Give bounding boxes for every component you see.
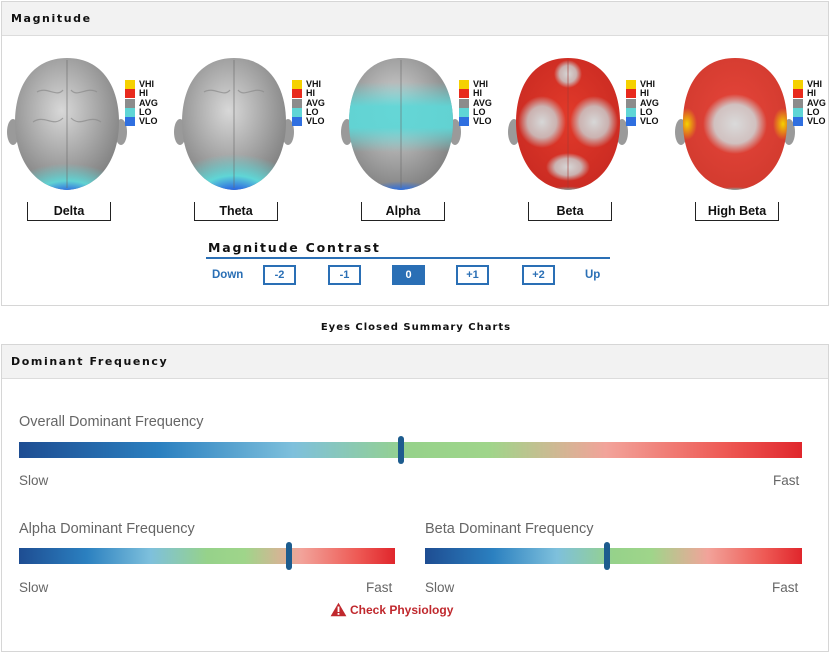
- brain-head-theta: [174, 58, 294, 190]
- brain-map-theta: VHI HI AVG LO VLO Theta: [174, 52, 339, 227]
- alpha-frequency-marker: [285, 542, 292, 570]
- brain-head-beta: [508, 58, 628, 190]
- contrast-plus-1-button[interactable]: +1: [456, 265, 489, 285]
- band-label-beta: Beta: [528, 202, 612, 221]
- beta-frequency-bar: [425, 548, 802, 564]
- band-label-alpha: Alpha: [361, 202, 445, 221]
- magnitude-panel-title: Magnitude: [2, 2, 828, 36]
- overall-slow-label: Slow: [19, 473, 49, 488]
- brain-map-alpha: VHI HI AVG LO VLO Alpha: [341, 52, 506, 227]
- contrast-minus-2-button[interactable]: -2: [263, 265, 296, 285]
- contrast-divider: [206, 257, 610, 259]
- legend-beta: VHI HI AVG LO VLO: [626, 80, 659, 127]
- beta-fast-label: Fast: [772, 580, 799, 595]
- contrast-down-label[interactable]: Down: [212, 269, 244, 281]
- band-label-delta: Delta: [27, 202, 111, 221]
- magnitude-contrast-title: Magnitude Contrast: [208, 240, 381, 255]
- band-label-high-beta: High Beta: [695, 202, 779, 221]
- legend-alpha: VHI HI AVG LO VLO: [459, 80, 492, 127]
- overall-frequency-marker: [398, 436, 405, 464]
- brain-map-beta: VHI HI AVG LO VLO Beta: [508, 52, 673, 227]
- overall-fast-label: Fast: [773, 473, 800, 488]
- brain-head-alpha: [341, 58, 461, 190]
- brain-head-high-beta: [675, 58, 795, 190]
- check-physiology-label: Check Physiology: [350, 602, 454, 617]
- brain-map-high-beta: VHI HI AVG LO VLO High Beta: [675, 52, 832, 227]
- band-label-theta: Theta: [194, 202, 278, 221]
- contrast-plus-2-button[interactable]: +2: [522, 265, 555, 285]
- legend-delta: VHI HI AVG LO VLO: [125, 80, 158, 127]
- check-physiology-warning[interactable]: Check Physiology: [330, 602, 453, 617]
- brain-head-delta: [7, 58, 127, 190]
- alpha-frequency-bar: [19, 548, 395, 564]
- warning-triangle-icon: [330, 602, 347, 617]
- summary-caption: Eyes Closed Summary Charts: [320, 322, 512, 333]
- contrast-up-label[interactable]: Up: [585, 269, 601, 281]
- contrast-minus-1-button[interactable]: -1: [328, 265, 361, 285]
- beta-slow-label: Slow: [425, 580, 455, 595]
- legend-high-beta: VHI HI AVG LO VLO: [793, 80, 826, 127]
- brain-map-delta: VHI HI AVG LO VLO Delta: [7, 52, 172, 227]
- legend-theta: VHI HI AVG LO VLO: [292, 80, 325, 127]
- magnitude-panel: Magnitude VHI HI: [1, 1, 829, 306]
- beta-frequency-marker: [603, 542, 610, 570]
- overall-frequency-bar: [19, 442, 802, 458]
- beta-frequency-title: Beta Dominant Frequency: [425, 521, 594, 537]
- alpha-fast-label: Fast: [366, 580, 393, 595]
- overall-frequency-title: Overall Dominant Frequency: [19, 414, 204, 430]
- contrast-zero-button[interactable]: 0: [392, 265, 425, 285]
- dominant-frequency-title: Dominant Frequency: [2, 345, 828, 379]
- dominant-frequency-panel: Dominant Frequency: [1, 344, 829, 652]
- alpha-frequency-title: Alpha Dominant Frequency: [19, 521, 195, 537]
- alpha-slow-label: Slow: [19, 580, 49, 595]
